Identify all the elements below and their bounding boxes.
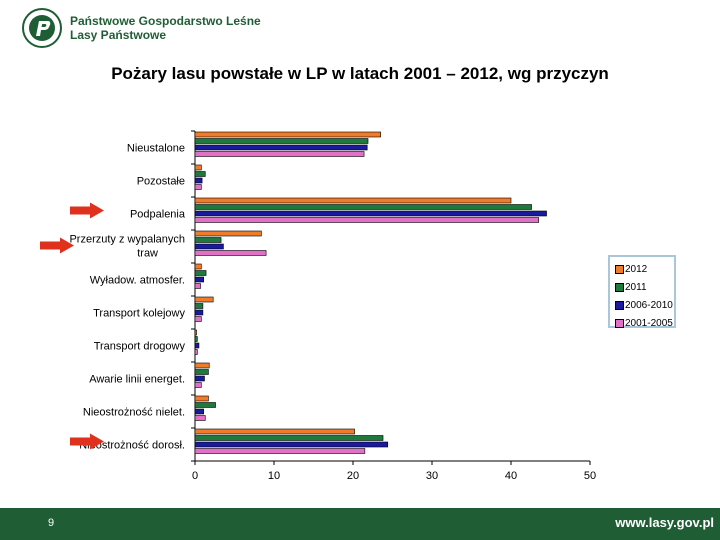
x-tick-label: 0 [192, 470, 198, 482]
lasy-panstwowe-logo [22, 8, 62, 48]
bar [194, 210, 547, 217]
category-label: Transport kolejowy [93, 308, 185, 320]
org-line-1: Państwowe Gospodarstwo Leśne [70, 14, 261, 28]
bar [194, 177, 203, 184]
bar [194, 375, 205, 382]
bar [194, 369, 209, 375]
x-tick-label: 30 [426, 470, 438, 482]
page-number: 9 [48, 517, 55, 529]
bar [194, 316, 202, 322]
category-label: Przerzuty z wypalanych traw [69, 234, 185, 260]
chart-legend: 2012 2011 2006-2010 2001-2005 [608, 255, 676, 329]
bar [194, 263, 202, 270]
bar [194, 402, 216, 408]
bar [194, 349, 198, 355]
category-label: Awarie linii energet. [89, 374, 185, 386]
bar [194, 184, 202, 190]
legend-label: 2012 [625, 263, 648, 275]
bar [194, 138, 369, 144]
bar [194, 243, 224, 250]
legend-label: 2001-2005 [625, 317, 673, 329]
x-tick-label: 50 [584, 470, 596, 482]
bar [194, 415, 206, 421]
bar [194, 303, 204, 309]
organization-name: Państwowe Gospodarstwo Leśne Lasy Państw… [70, 14, 261, 42]
bar [194, 448, 366, 454]
category-label: Nieostrożność nielet. [83, 407, 185, 419]
bar [194, 250, 267, 256]
category-label: Pozostałe [137, 176, 185, 188]
category-label: Wyładow. atmosfer. [90, 275, 185, 287]
legend-label: 2011 [625, 281, 647, 293]
legend-item: 2006-2010 [615, 296, 674, 314]
red-arrow-icon [40, 237, 74, 254]
website-link[interactable]: www.lasy.gov.pl [615, 515, 714, 530]
bar [194, 276, 204, 283]
legend-swatch [615, 300, 624, 310]
legend-swatch [615, 264, 624, 274]
red-arrow-icon [70, 433, 104, 450]
category-label: Transport drogowy [94, 341, 186, 353]
legend-item: 2012 [615, 260, 674, 278]
legend-item: 2011 [615, 278, 674, 296]
bar [194, 336, 198, 342]
x-tick-label: 20 [347, 470, 359, 482]
bar [194, 204, 532, 210]
org-line-2: Lasy Państwowe [70, 28, 167, 42]
x-tick-label: 10 [268, 470, 280, 482]
bar [194, 382, 202, 388]
legend-swatch [615, 318, 624, 328]
bar [194, 428, 355, 435]
bar [194, 197, 512, 204]
category-label: Nieostrożność dorosł. [79, 440, 185, 452]
legend-item: 2001-2005 [615, 314, 674, 332]
bar [194, 395, 209, 402]
red-arrow-icon [70, 202, 104, 219]
bar [194, 296, 214, 303]
bar [194, 362, 210, 369]
legend-swatch [615, 282, 624, 292]
bar [194, 329, 197, 336]
category-label: Podpalenia [130, 209, 186, 221]
bar [194, 283, 201, 289]
bar [194, 441, 389, 448]
bar [194, 435, 384, 441]
legend-label: 2006-2010 [625, 299, 673, 311]
bar [194, 151, 365, 157]
bar [194, 309, 204, 316]
bar [194, 230, 262, 237]
footer-bar: 9 www.lasy.gov.pl [0, 508, 720, 540]
x-tick-label: 40 [505, 470, 517, 482]
bar [194, 342, 200, 349]
bar-chart: 0 10 20 30 40 50 Nieustalone Pozostałe Podpaleni… [40, 130, 596, 482]
bar [194, 164, 202, 171]
bar [194, 171, 206, 177]
bar [194, 217, 539, 223]
chart-title: Pożary lasu powstałe w LP w latach 2001 … [111, 64, 609, 83]
bar [194, 237, 222, 243]
bar [194, 131, 381, 138]
bar [194, 408, 204, 415]
bar [194, 144, 368, 151]
bar [194, 270, 207, 276]
category-label: Nieustalone [127, 143, 185, 155]
